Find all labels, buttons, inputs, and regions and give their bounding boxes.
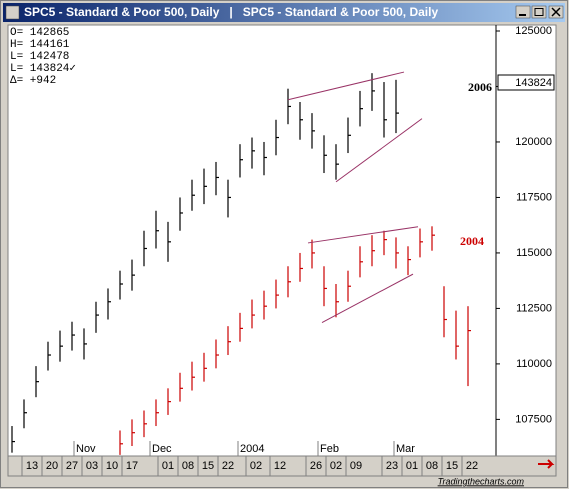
month-label: Nov <box>76 443 96 455</box>
date-axis-band <box>7 455 557 477</box>
x-tick-label: 17 <box>126 460 138 472</box>
info-line: L= 143824✓ <box>10 63 76 75</box>
x-tick-label: 08 <box>426 460 438 472</box>
info-line: Δ= +942 <box>10 75 56 87</box>
x-tick-label: 26 <box>310 460 322 472</box>
y-tick-label: 107500 <box>515 413 552 425</box>
x-tick-label: 15 <box>446 460 458 472</box>
x-tick-label: 01 <box>162 460 174 472</box>
y-tick-label: 110000 <box>516 358 552 370</box>
last-value: 143824 <box>515 77 552 89</box>
month-label: Feb <box>320 443 339 455</box>
y-tick-label: 125000 <box>515 25 552 37</box>
y-tick-label: 117500 <box>516 191 552 203</box>
window-buttons[interactable] <box>515 5 564 19</box>
x-tick-label: 02 <box>330 460 342 472</box>
y-tick-label: 115000 <box>516 247 552 259</box>
title-bar <box>3 3 565 22</box>
series-label: 2006 <box>468 80 492 94</box>
close-glyph <box>551 7 561 17</box>
x-tick-label: 10 <box>106 460 118 472</box>
y-tick-label: 112500 <box>516 302 552 314</box>
footer-credit[interactable]: Tradingthecharts.com <box>438 476 525 486</box>
trend-line <box>307 226 419 244</box>
x-tick-label: 20 <box>46 460 58 472</box>
trend-line <box>287 71 405 101</box>
x-tick-label: 22 <box>222 460 234 472</box>
info-line: L= 142478 <box>10 51 69 63</box>
x-tick-label: 22 <box>466 460 478 472</box>
window-icon <box>5 5 20 20</box>
minimize-button[interactable] <box>515 5 531 19</box>
info-line: O= 142865 <box>10 27 69 39</box>
maximize-glyph <box>534 8 544 16</box>
x-tick-label: 08 <box>182 460 194 472</box>
x-tick-label: 15 <box>202 460 214 472</box>
x-tick-label: 01 <box>406 460 418 472</box>
trend-line <box>335 118 423 183</box>
x-tick-label: 02 <box>250 460 262 472</box>
x-tick-label: 27 <box>66 460 78 472</box>
maximize-button[interactable] <box>531 5 547 19</box>
chart-area <box>7 24 557 477</box>
month-label: Dec <box>152 443 172 455</box>
month-label: 2004 <box>240 443 264 455</box>
x-tick-label: 23 <box>386 460 398 472</box>
window-title: SPC5 - Standard & Poor 500, Daily | SPC5… <box>24 5 438 19</box>
x-tick-label: 03 <box>86 460 98 472</box>
trend-line <box>321 273 414 323</box>
last-value-box <box>497 74 555 91</box>
info-line: H= 144161 <box>10 39 70 51</box>
y-tick-label: 120000 <box>515 136 552 148</box>
series-label: 2004 <box>460 234 484 248</box>
scroll-arrow[interactable] <box>538 459 555 469</box>
x-tick-label: 13 <box>26 460 38 472</box>
month-label: Mar <box>396 443 415 455</box>
x-tick-label: 09 <box>350 460 362 472</box>
x-tick-label: 12 <box>274 460 286 472</box>
